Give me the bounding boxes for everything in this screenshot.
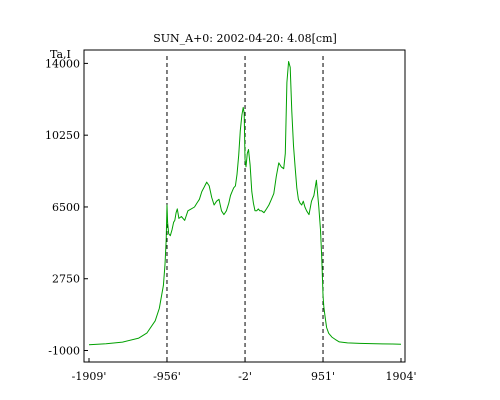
- x-tick-label: -2': [238, 370, 252, 383]
- y-axis: -1000 2750 6500 10250 14000: [45, 57, 88, 358]
- reference-lines: [166, 56, 324, 362]
- chart-title: SUN_A+0: 2002-04-20: 4.08[cm]: [153, 32, 337, 45]
- x-axis: -1909' -956' -2' 951' 1904': [72, 358, 417, 383]
- y-axis-label: Ta,I: [50, 48, 71, 61]
- x-tick-label: 951': [311, 370, 335, 383]
- x-tick-label: -956': [153, 370, 181, 383]
- series-group: [88, 61, 402, 346]
- y-tick-label: 2750: [52, 273, 80, 286]
- x-tick-label: -1909': [72, 370, 107, 383]
- y-tick-label: 10250: [45, 129, 80, 142]
- x-tick-label: 1904': [385, 370, 416, 383]
- plot-frame: [83, 49, 406, 363]
- y-tick-label: -1000: [48, 345, 80, 358]
- y-tick-label: 6500: [52, 201, 80, 214]
- y-tick-label: 14000: [45, 57, 80, 70]
- series-line-0: [88, 61, 402, 346]
